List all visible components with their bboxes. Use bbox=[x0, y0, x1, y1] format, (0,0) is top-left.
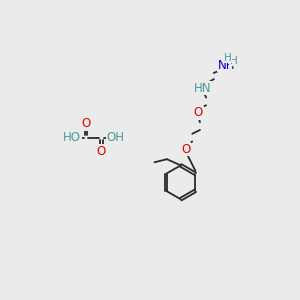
Text: NH: NH bbox=[218, 59, 235, 72]
Text: HO: HO bbox=[63, 131, 81, 144]
Text: O: O bbox=[182, 143, 191, 156]
Text: OH: OH bbox=[106, 131, 124, 144]
Text: O: O bbox=[81, 117, 91, 130]
Text: H: H bbox=[224, 52, 232, 63]
Text: O: O bbox=[97, 145, 106, 158]
Text: H: H bbox=[230, 56, 238, 66]
Text: O: O bbox=[194, 106, 203, 119]
Text: HN: HN bbox=[194, 82, 212, 95]
